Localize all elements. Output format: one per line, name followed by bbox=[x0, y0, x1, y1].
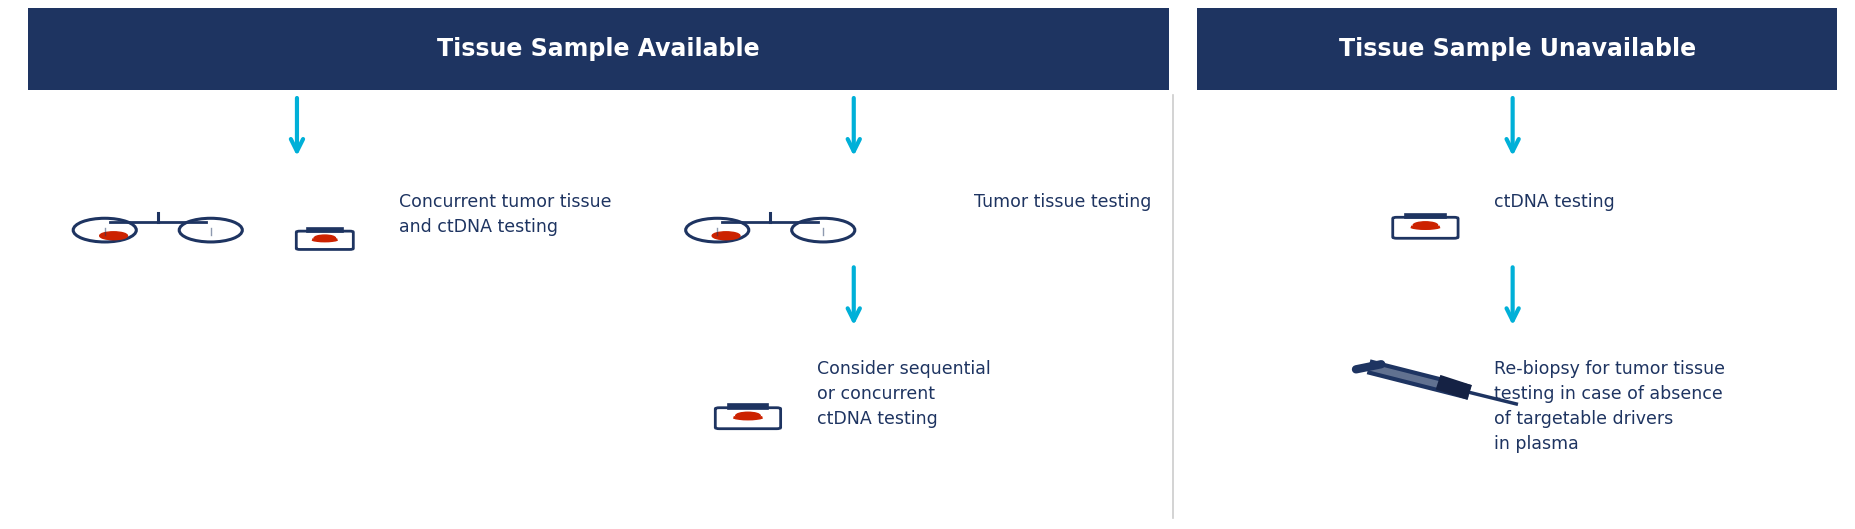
FancyBboxPatch shape bbox=[727, 404, 768, 409]
FancyBboxPatch shape bbox=[1169, 8, 1196, 90]
Text: Re-biopsy for tumor tissue
testing in case of absence
of targetable drivers
in p: Re-biopsy for tumor tissue testing in ca… bbox=[1493, 360, 1723, 453]
Text: Tissue Sample Unavailable: Tissue Sample Unavailable bbox=[1337, 37, 1695, 61]
Text: Tumor tissue testing: Tumor tissue testing bbox=[974, 193, 1152, 211]
Circle shape bbox=[735, 412, 761, 419]
FancyBboxPatch shape bbox=[306, 228, 343, 232]
Text: ctDNA testing: ctDNA testing bbox=[1493, 193, 1614, 211]
Circle shape bbox=[100, 232, 128, 240]
Circle shape bbox=[1412, 222, 1438, 229]
FancyBboxPatch shape bbox=[1196, 8, 1836, 90]
Text: Tissue Sample Available: Tissue Sample Available bbox=[438, 37, 759, 61]
Text: Consider sequential
or concurrent
ctDNA testing: Consider sequential or concurrent ctDNA … bbox=[816, 360, 991, 428]
Circle shape bbox=[313, 235, 336, 241]
Circle shape bbox=[712, 232, 740, 240]
FancyBboxPatch shape bbox=[1404, 214, 1445, 218]
Text: Concurrent tumor tissue
and ctDNA testing: Concurrent tumor tissue and ctDNA testin… bbox=[399, 193, 610, 236]
FancyBboxPatch shape bbox=[28, 8, 1169, 90]
